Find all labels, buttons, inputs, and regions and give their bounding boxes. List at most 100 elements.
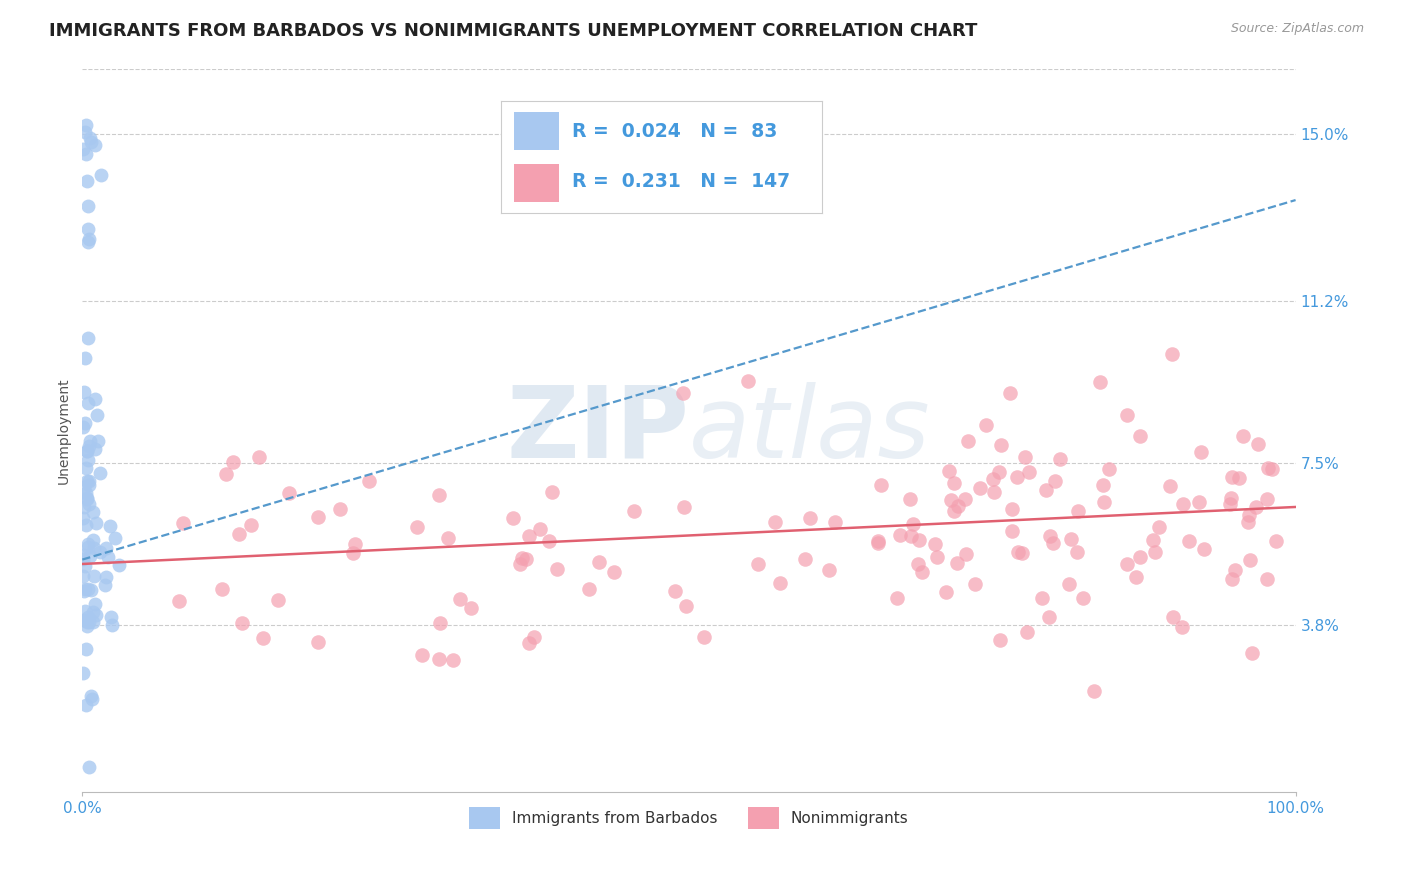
Point xyxy=(101,618,124,632)
Point xyxy=(1239,508,1261,522)
Point xyxy=(100,519,122,533)
Point xyxy=(247,450,270,464)
Point xyxy=(1125,570,1147,584)
Point xyxy=(72,614,94,628)
Point xyxy=(517,636,540,650)
Point xyxy=(441,653,464,667)
Point xyxy=(1257,461,1279,475)
Point xyxy=(1066,544,1088,558)
Point xyxy=(907,557,929,571)
Point xyxy=(82,533,104,548)
Point xyxy=(76,396,98,410)
Point xyxy=(510,551,533,566)
Point xyxy=(77,199,100,213)
Point xyxy=(1098,461,1121,475)
Point xyxy=(938,463,960,477)
Point xyxy=(94,541,117,555)
Point xyxy=(675,599,697,614)
Point xyxy=(87,434,110,449)
Point xyxy=(1043,474,1066,488)
Point xyxy=(998,385,1021,400)
Point xyxy=(924,537,946,551)
Point xyxy=(83,541,105,556)
Point xyxy=(77,615,100,629)
Point xyxy=(73,384,96,399)
Point xyxy=(946,556,969,570)
Point xyxy=(75,147,97,161)
Point xyxy=(108,558,131,572)
Point xyxy=(72,666,94,681)
Point xyxy=(987,465,1010,479)
Point xyxy=(222,455,245,469)
Point xyxy=(1194,542,1216,557)
Point xyxy=(747,557,769,571)
Point xyxy=(76,444,98,458)
Point xyxy=(1237,515,1260,529)
Point xyxy=(1241,646,1264,660)
Point xyxy=(76,475,98,489)
Point xyxy=(1088,375,1111,389)
Point xyxy=(1092,495,1115,509)
Point xyxy=(277,485,299,500)
Point xyxy=(90,168,112,182)
Point xyxy=(911,565,934,579)
Point xyxy=(75,486,97,500)
Point xyxy=(523,630,546,644)
Point xyxy=(89,545,111,559)
Point xyxy=(1115,408,1137,422)
Point xyxy=(77,232,100,246)
Y-axis label: Unemployment: Unemployment xyxy=(58,377,72,483)
Point xyxy=(80,135,103,149)
Point xyxy=(763,515,786,529)
Point xyxy=(1189,445,1212,459)
Point xyxy=(73,351,96,366)
Point xyxy=(1178,533,1201,548)
Point xyxy=(868,533,890,548)
Point xyxy=(266,593,288,607)
Point xyxy=(82,505,104,519)
Point xyxy=(1015,624,1038,639)
Point xyxy=(818,563,841,577)
Point xyxy=(1187,494,1209,508)
Point xyxy=(1083,683,1105,698)
Point xyxy=(167,594,190,608)
Point xyxy=(898,491,921,506)
Point xyxy=(1265,533,1288,548)
Point xyxy=(1244,500,1267,515)
Point xyxy=(79,439,101,453)
Point xyxy=(502,511,524,525)
Point xyxy=(1071,591,1094,605)
Point xyxy=(76,444,98,458)
Point xyxy=(1223,564,1246,578)
Text: atlas: atlas xyxy=(689,382,931,479)
Point xyxy=(1173,497,1195,511)
Point xyxy=(79,497,101,511)
Point xyxy=(1067,504,1090,518)
Point xyxy=(942,504,965,518)
Point xyxy=(943,476,966,491)
Point xyxy=(84,392,107,407)
Point xyxy=(1256,572,1278,586)
Point xyxy=(94,569,117,583)
Point xyxy=(1159,479,1181,493)
Point xyxy=(1247,437,1270,451)
Point xyxy=(1011,546,1033,560)
Point xyxy=(1038,610,1060,624)
Point xyxy=(941,492,963,507)
Point xyxy=(82,605,104,619)
Point xyxy=(1129,429,1152,443)
Point xyxy=(86,516,108,530)
Point xyxy=(1218,497,1240,511)
Point xyxy=(1256,492,1278,507)
Point xyxy=(429,615,451,630)
Point xyxy=(75,698,97,712)
Point xyxy=(76,615,98,630)
Point xyxy=(76,619,98,633)
Point xyxy=(537,533,560,548)
Point xyxy=(794,551,817,566)
Point xyxy=(1261,461,1284,475)
Point xyxy=(1042,536,1064,550)
Point xyxy=(886,591,908,606)
Point xyxy=(411,648,433,662)
Text: ZIP: ZIP xyxy=(506,382,689,479)
